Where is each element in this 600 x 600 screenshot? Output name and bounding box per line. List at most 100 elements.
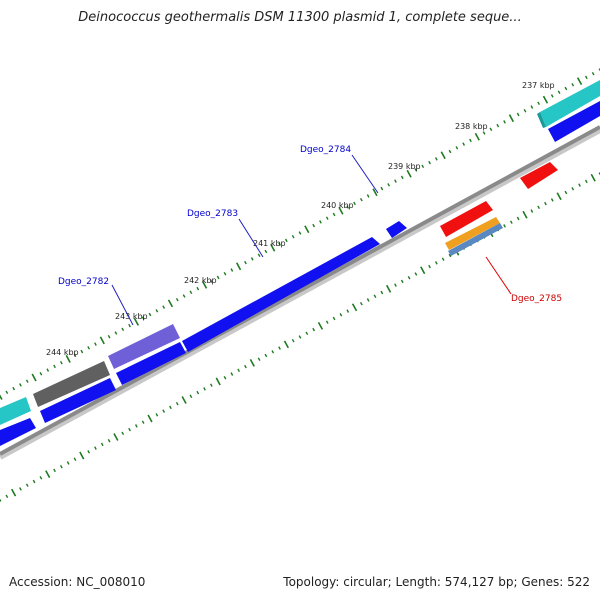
gene-feature-teal-right[interactable] xyxy=(540,80,600,127)
tick-mark xyxy=(556,192,562,201)
tick-mark xyxy=(359,301,363,306)
tick-mark xyxy=(380,186,384,191)
tick-mark xyxy=(598,68,600,72)
tick-mark xyxy=(373,294,377,299)
tick-mark xyxy=(394,283,397,287)
tick-mark xyxy=(590,173,596,182)
tick-mark xyxy=(283,340,290,349)
kbp-label-239: 239 kbp xyxy=(388,162,421,171)
tick-mark xyxy=(175,297,179,302)
kbp-label-243: 243 kbp xyxy=(115,312,148,321)
tick-mark xyxy=(319,220,322,224)
tick-mark xyxy=(216,275,220,280)
tick-mark xyxy=(235,262,242,271)
gene-feature-blue-small[interactable] xyxy=(386,221,407,238)
tick-mark xyxy=(66,461,70,465)
tick-mark xyxy=(332,212,336,217)
kbp-label-237: 237 kbp xyxy=(522,81,555,90)
tick-mark xyxy=(230,268,234,272)
tick-mark xyxy=(73,457,77,462)
tick-mark xyxy=(80,349,84,354)
gene-feature-red-2785[interactable] xyxy=(440,201,493,237)
tick-mark xyxy=(65,355,71,363)
tick-mark xyxy=(181,396,187,404)
tick-mark xyxy=(576,77,583,85)
tick-mark xyxy=(339,313,343,317)
tick-mark xyxy=(508,114,515,123)
tick-mark xyxy=(175,401,179,406)
gene-label-2785[interactable]: Dgeo_2785 xyxy=(511,294,562,304)
gene-feature-teal-left[interactable] xyxy=(0,397,31,425)
gene-feature-blue-left[interactable] xyxy=(40,378,116,423)
tick-mark xyxy=(162,305,166,309)
tick-mark xyxy=(584,75,588,80)
tick-mark xyxy=(428,160,431,165)
tick-mark xyxy=(414,168,418,172)
callout-line-2782 xyxy=(111,284,134,326)
tick-mark xyxy=(53,364,56,369)
gene-label-2784[interactable]: Dgeo_2784 xyxy=(300,145,351,155)
gene-feature-blue-right[interactable] xyxy=(548,101,600,142)
gene-feature-blue-2783[interactable] xyxy=(182,237,380,352)
tick-mark xyxy=(550,94,554,98)
tick-mark xyxy=(147,414,153,423)
gene-feature-blue-mid[interactable] xyxy=(116,342,186,385)
tick-mark xyxy=(372,188,378,197)
gene-label-2782[interactable]: Dgeo_2782 xyxy=(58,277,109,287)
map-title: Deinococcus geothermalis DSM 11300 plasm… xyxy=(78,10,522,25)
tick-mark xyxy=(39,372,43,376)
tick-mark xyxy=(25,379,29,383)
tick-mark xyxy=(332,316,336,321)
callout-line-2783 xyxy=(238,218,264,258)
tick-mark xyxy=(155,309,159,313)
callout-line-2784 xyxy=(351,154,379,194)
tick-mark xyxy=(133,318,140,326)
tick-mark xyxy=(46,368,50,372)
kbp-label-242: 242 kbp xyxy=(184,276,217,285)
tick-mark xyxy=(448,253,452,258)
tick-mark xyxy=(305,331,309,336)
tick-mark xyxy=(380,290,384,295)
tick-mark xyxy=(359,197,363,202)
tick-mark xyxy=(537,101,541,106)
tick-mark xyxy=(87,346,91,350)
gene-feature-purple-2782[interactable] xyxy=(108,324,180,369)
tick-mark xyxy=(244,364,247,369)
tick-mark xyxy=(278,242,281,246)
tick-mark xyxy=(249,359,255,367)
gene-feature-red-small[interactable] xyxy=(520,162,558,189)
tick-mark xyxy=(128,323,131,328)
tick-mark xyxy=(448,149,452,154)
tick-mark xyxy=(0,498,2,502)
accession-label: Accession: NC_008010 xyxy=(9,575,146,589)
gene-label-callouts: Dgeo_2784 Dgeo_2783 Dgeo_2782 Dgeo_2785 xyxy=(58,145,562,326)
tick-mark xyxy=(39,476,43,480)
gene-feature-orange[interactable] xyxy=(445,217,500,250)
tick-mark xyxy=(523,108,527,113)
tick-mark xyxy=(564,190,568,195)
tick-mark xyxy=(59,464,63,469)
tick-mark xyxy=(571,83,575,87)
tick-mark xyxy=(598,172,600,176)
tick-mark xyxy=(5,494,9,499)
tick-mark xyxy=(169,405,172,410)
tick-mark xyxy=(113,433,119,441)
tick-mark xyxy=(550,198,554,202)
gene-feature-gray[interactable] xyxy=(33,361,110,407)
tick-mark xyxy=(209,279,213,283)
outer-tick-ring xyxy=(0,68,600,400)
tick-mark xyxy=(244,260,247,265)
tick-mark xyxy=(31,373,37,382)
tick-mark xyxy=(440,151,446,160)
tick-mark xyxy=(107,438,111,443)
tick-mark xyxy=(462,142,466,146)
gene-feature-blue-far-left[interactable] xyxy=(0,418,36,446)
gene-label-2783[interactable]: Dgeo_2783 xyxy=(187,209,238,219)
backbone-shadow xyxy=(0,127,600,460)
gene-feature-steel[interactable] xyxy=(448,223,503,256)
tick-mark xyxy=(346,205,350,209)
tick-mark xyxy=(264,353,268,358)
tick-mark xyxy=(10,488,17,497)
tick-mark xyxy=(167,299,174,308)
